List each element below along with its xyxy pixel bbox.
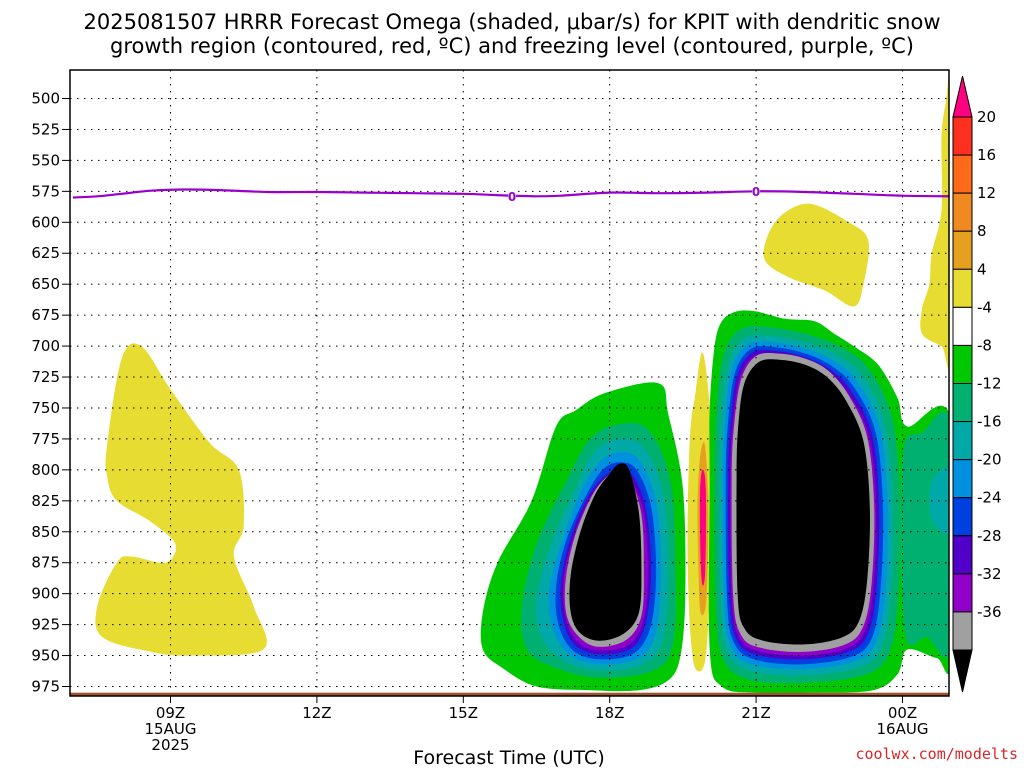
freezing-level-label: 0: [752, 185, 760, 199]
y-tick-label: 525: [31, 120, 60, 138]
colorbar-label: 4: [977, 260, 987, 278]
omega-region-5: [699, 469, 707, 586]
freezing-label-bg: [752, 185, 761, 198]
colorbar-label: 20: [977, 108, 996, 126]
x-tick-label: 18Z: [595, 704, 624, 722]
colorbar-label: 8: [977, 222, 987, 240]
chart-title-line1: 2025081507 HRRR Forecast Omega (shaded, …: [84, 10, 941, 34]
colorbar-segment: [952, 344, 973, 384]
colorbar-label: 16: [977, 146, 996, 164]
colorbar-label: 12: [977, 184, 996, 202]
colorbar-label: -4: [977, 298, 992, 316]
freezing-label-bg: [508, 190, 517, 203]
x-tick-label: 21Z: [741, 704, 770, 722]
y-tick-label: 550: [31, 151, 60, 169]
ground-surface: [70, 692, 949, 696]
chart-title-line2: growth region (contoured, red, ºC) and f…: [110, 34, 914, 58]
x-tick-label: 09Z: [156, 704, 185, 722]
colorbar: 20 16 12 8 4 -4 -8 -12 -16 -20 -24 -28 -32 -36: [952, 75, 1002, 693]
x-tick-label: 16AUG: [877, 720, 929, 738]
colorbar-segment: [952, 230, 973, 270]
colorbar-label: -8: [977, 336, 992, 354]
colorbar-label: -16: [977, 413, 1002, 431]
y-tick-label: 875: [31, 554, 60, 572]
y-tick-label: 600: [31, 213, 60, 231]
colorbar-label: -32: [977, 565, 1002, 583]
colorbar-segment: [952, 573, 973, 613]
omega-shaded-regions: [95, 70, 949, 694]
y-tick-label: 925: [31, 616, 60, 634]
y-tick-label: 900: [31, 585, 60, 603]
colorbar-segment: [952, 268, 973, 308]
colorbar-segment: [952, 421, 973, 461]
colorbar-segment: [952, 306, 973, 346]
colorbar-segment: [952, 116, 973, 156]
x-axis-label: Forecast Time (UTC): [413, 747, 604, 768]
y-tick-label: 975: [31, 678, 60, 696]
omega-region-14: [569, 463, 642, 641]
omega-region-2: [920, 70, 949, 372]
omega-region-16: [900, 411, 949, 658]
y-tick-label: 800: [31, 461, 60, 479]
colorbar-label: -24: [977, 489, 1002, 507]
y-tick-label: 700: [31, 337, 60, 355]
omega-region-25: [736, 359, 870, 645]
y-tick-label: 950: [31, 647, 60, 665]
colorbar-segment: [952, 459, 973, 499]
x-tick-label: 2025: [151, 736, 189, 754]
y-tick-label: 500: [31, 90, 60, 108]
x-tick-label: 00Z: [888, 704, 917, 722]
y-tick-label: 675: [31, 306, 60, 324]
y-tick-label: 650: [31, 275, 60, 293]
colorbar-top-arrow: [952, 75, 973, 118]
colorbar-label: -36: [977, 603, 1002, 621]
x-tick-label: 15AUG: [145, 720, 197, 738]
colorbar-segment: [952, 154, 973, 194]
colorbar-label: -20: [977, 451, 1002, 469]
plot-frame: [69, 69, 950, 697]
x-tick-label: 15Z: [449, 704, 478, 722]
y-tick-label: 775: [31, 430, 60, 448]
colorbar-segment: [952, 497, 973, 537]
y-tick-label: 625: [31, 244, 60, 262]
colorbar-segment: [952, 535, 973, 575]
colorbar-segment: [952, 611, 973, 651]
y-tick-label: 725: [31, 368, 60, 386]
colorbar-label: -12: [977, 375, 1002, 393]
colorbar-label: -28: [977, 527, 1002, 545]
ground-fill: [70, 692, 949, 696]
omega-region-1: [763, 203, 869, 307]
x-tick-label: 12Z: [302, 704, 331, 722]
freezing-level-label: 0: [508, 190, 516, 204]
omega-region-0: [95, 343, 267, 656]
colorbar-segment: [952, 192, 973, 232]
y-tick-label: 575: [31, 182, 60, 200]
y-tick-label: 825: [31, 492, 60, 510]
colorbar-bottom-arrow: [952, 649, 973, 693]
y-tick-label: 850: [31, 523, 60, 541]
colorbar-segment: [952, 383, 973, 423]
freezing-level-line: [72, 188, 949, 199]
y-tick-label: 750: [31, 399, 60, 417]
credit-text: coolwx.com/modelts: [855, 745, 1018, 763]
pressure-axis: 500 525 550 575 600 625 650 675 700 725 750 775 800 8…: [31, 90, 70, 696]
